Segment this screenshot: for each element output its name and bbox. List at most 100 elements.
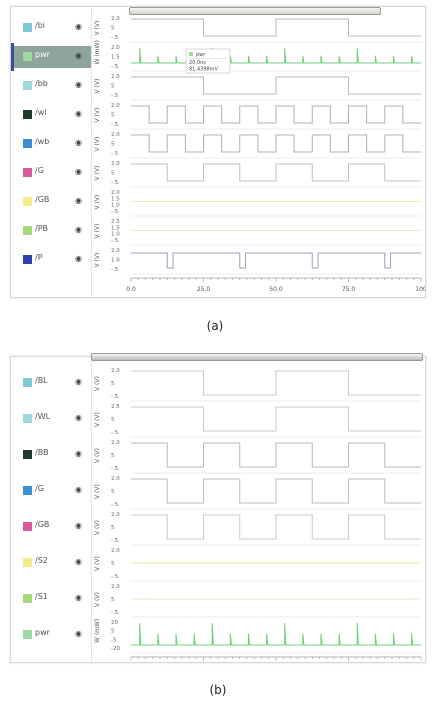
visibility-eye-icon[interactable]: ◉ <box>75 50 82 60</box>
visibility-eye-icon[interactable]: ◉ <box>75 21 82 31</box>
y-tick-label: 1.0 <box>111 258 120 264</box>
plot-area-a[interactable]: V (V) 2.0 5 -.5 W (mW) 2.0 1.5 -.5 V (V) 2.0 5 -.5 V… <box>91 7 427 297</box>
waveform-trace[interactable] <box>131 442 421 468</box>
signal-color-swatch <box>23 486 32 495</box>
signal-color-swatch <box>23 594 32 603</box>
y-tick-label: 2.0 <box>111 548 120 554</box>
y-tick-label: 2.0 <box>111 74 120 80</box>
visibility-eye-icon[interactable]: ◉ <box>75 629 82 638</box>
y-tick-label: 2.5 <box>111 219 120 225</box>
waveform-trace[interactable] <box>131 252 421 269</box>
signal-name: /wl <box>35 107 47 117</box>
waveform-canvas-b[interactable]: V (V) 2.0 5 -.5 V (V) 2.5 5 -.5 V (V) 2.0 5 -.5 V (V… <box>91 357 425 662</box>
visibility-eye-icon[interactable]: ◉ <box>75 593 82 602</box>
signal-row[interactable]: /PB ◉ <box>11 220 91 242</box>
signal-name: pwr <box>35 628 50 637</box>
unit-label: V (V) <box>94 253 101 268</box>
signal-name: pwr <box>35 49 50 59</box>
signal-row[interactable]: pwr ◉ <box>11 45 91 68</box>
visibility-eye-icon[interactable]: ◉ <box>75 108 82 118</box>
unit-label: V (V) <box>94 592 101 607</box>
y-tick-label: -.5 <box>111 35 119 41</box>
selection-indicator <box>11 42 14 71</box>
visibility-eye-icon[interactable]: ◉ <box>75 413 82 422</box>
visibility-eye-icon[interactable]: ◉ <box>75 137 82 147</box>
y-tick-label: 2.0 <box>111 368 120 374</box>
signal-row[interactable]: /BL ◉ <box>11 372 91 394</box>
signal-row[interactable]: /S1 ◉ <box>11 588 91 610</box>
waveform-trace[interactable] <box>131 163 421 182</box>
signal-name: /PB <box>35 223 49 233</box>
unit-label: V (V) <box>94 166 101 181</box>
y-tick-label: 2.0 <box>111 16 120 22</box>
waveform-trace[interactable] <box>131 105 421 124</box>
zoom-scrollbar-b[interactable] <box>91 353 423 361</box>
signal-row[interactable]: /G ◉ <box>11 162 91 184</box>
visibility-eye-icon[interactable]: ◉ <box>75 224 82 234</box>
signal-color-swatch <box>23 254 32 264</box>
waveform-canvas-a[interactable]: V (V)2.05-.5W (mW) 2.01.5-.5V (V)2.05-.5V… <box>91 7 427 297</box>
waveform-trace[interactable] <box>131 406 421 432</box>
signal-row[interactable]: /S2 ◉ <box>11 552 91 574</box>
visibility-eye-icon[interactable]: ◉ <box>75 253 82 263</box>
visibility-eye-icon[interactable]: ◉ <box>75 521 82 530</box>
waveform-trace[interactable] <box>131 134 421 153</box>
y-tick-label: 2.0 <box>111 476 120 482</box>
signal-row[interactable]: /BB ◉ <box>11 444 91 466</box>
y-tick-label: 2.0 <box>111 584 120 590</box>
signal-row[interactable]: /G ◉ <box>11 480 91 502</box>
signal-row[interactable]: /bb ◉ <box>11 75 91 97</box>
x-tick-label: 50.0 <box>269 286 283 293</box>
waveform-trace[interactable] <box>131 478 421 504</box>
y-tick-label: 1.0 <box>111 203 120 209</box>
y-tick-label: 2.0 <box>111 161 120 167</box>
visibility-eye-icon[interactable]: ◉ <box>75 557 82 566</box>
visibility-eye-icon[interactable]: ◉ <box>75 377 82 386</box>
y-tick-label: 2.0 <box>111 103 120 109</box>
waveform-trace[interactable] <box>131 47 421 64</box>
signal-row[interactable]: /P ◉ <box>11 249 91 271</box>
y-tick-label: -.5 <box>111 180 119 186</box>
plot-area-b[interactable]: V (V) 2.0 5 -.5 V (V) 2.5 5 -.5 V (V) 2.0 5 -.5 V (V… <box>91 357 425 662</box>
signal-row[interactable]: /wl ◉ <box>11 104 91 126</box>
signal-row[interactable]: /bi ◉ <box>11 17 91 39</box>
waveform-trace[interactable] <box>131 622 421 646</box>
signal-name: /S2 <box>35 556 48 565</box>
signal-row[interactable]: /WL ◉ <box>11 408 91 430</box>
unit-label: W (mW) <box>94 619 101 643</box>
waveform-trace[interactable] <box>131 18 421 37</box>
y-tick-label: 5 <box>111 26 115 32</box>
x-tick-label: 100 <box>415 286 425 293</box>
waveform-trace[interactable] <box>131 514 421 540</box>
signal-row[interactable]: /GB ◉ <box>11 191 91 213</box>
visibility-eye-icon[interactable]: ◉ <box>75 166 82 176</box>
y-tick-label: 1.5 <box>111 55 120 61</box>
visibility-eye-icon[interactable]: ◉ <box>75 79 82 89</box>
waveform-trace[interactable] <box>131 370 421 396</box>
visibility-eye-icon[interactable]: ◉ <box>75 449 82 458</box>
signal-color-swatch <box>23 558 32 567</box>
x-tick-label: 75.0 <box>342 286 356 293</box>
signal-color-swatch <box>23 51 32 61</box>
signal-color-swatch <box>23 167 32 177</box>
signal-name: /WL <box>35 412 51 421</box>
y-tick-label: -.5 <box>111 122 119 128</box>
zoom-scrollbar-a[interactable] <box>129 7 381 15</box>
signal-row[interactable]: pwr ◉ <box>11 624 91 646</box>
y-tick-label: 5 <box>111 417 115 423</box>
signal-name: /S1 <box>35 592 48 601</box>
y-tick-label: 2.0 <box>111 440 120 446</box>
waveform-trace[interactable] <box>131 76 421 95</box>
signal-color-swatch <box>23 378 32 387</box>
visibility-eye-icon[interactable]: ◉ <box>75 195 82 205</box>
signal-color-swatch <box>23 522 32 531</box>
y-tick-label: -.5 <box>111 267 119 273</box>
signal-row[interactable]: /GB ◉ <box>11 516 91 538</box>
signal-row[interactable]: /wb ◉ <box>11 133 91 155</box>
y-tick-label: 1.5 <box>111 196 120 202</box>
y-tick-label: 5 <box>111 171 115 177</box>
y-tick-label: -.5 <box>111 93 119 99</box>
unit-label: V (V) <box>94 195 101 210</box>
visibility-eye-icon[interactable]: ◉ <box>75 485 82 494</box>
